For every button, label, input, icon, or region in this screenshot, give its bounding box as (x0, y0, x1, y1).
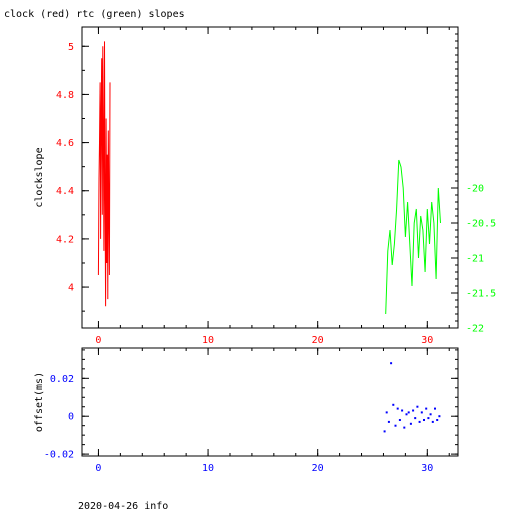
offset-point (438, 415, 441, 418)
page-title: clock (red) rtc (green) slopes (4, 9, 185, 20)
offset-point (403, 426, 406, 429)
rtc-series-line (385, 159, 441, 315)
offset-point (434, 407, 436, 410)
offset-x-tick-label: 30 (421, 463, 433, 474)
slopes-y-axis-label: clockslope (34, 147, 45, 207)
offset-point (385, 411, 388, 414)
slopes-y2-tick-label: -20.5 (466, 219, 496, 230)
offset-point (436, 419, 439, 421)
offset-point (416, 405, 419, 408)
offset-y-tick-label: 0.02 (50, 374, 74, 385)
offset-x-tick-label: 10 (202, 463, 214, 474)
offset-point (387, 420, 390, 423)
offset-point (392, 403, 395, 406)
offset-point (420, 411, 423, 414)
slopes-x-tick-label: 30 (421, 335, 433, 346)
slopes-x-tick-label: 20 (312, 335, 324, 346)
offset-point (412, 409, 415, 412)
offset-point (398, 419, 401, 421)
slopes-y-tick-label: 5 (68, 42, 74, 53)
offset-point (429, 413, 432, 416)
offset-point (407, 411, 410, 414)
slopes-y2-tick-label: -21.5 (466, 289, 496, 300)
slopes-y-tick-label: 4 (68, 283, 74, 294)
offset-point (390, 362, 393, 365)
offset-x-tick-label: 20 (312, 463, 324, 474)
offset-point (396, 407, 399, 410)
offset-point (401, 409, 404, 412)
offset-y-tick-label: -0.02 (44, 450, 74, 461)
slopes-y-tick-label: 4.8 (56, 90, 74, 101)
slopes-x-tick-label: 10 (202, 335, 214, 346)
slopes-y-tick-label: 4.2 (56, 234, 74, 245)
slopes-y2-tick-label: -20 (466, 184, 484, 195)
clock-series-line (97, 41, 111, 307)
offset-point (423, 419, 425, 421)
slopes-y2-tick-label: -21 (466, 254, 484, 265)
slopes-y-tick-label: 4.6 (56, 138, 74, 149)
slopes-x-tick-label: 0 (95, 335, 101, 346)
footer-info: 2020-04-26 info (78, 501, 169, 512)
offset-point (425, 407, 428, 410)
offset-point (405, 413, 408, 416)
offset-point (418, 420, 421, 423)
offset-point (383, 430, 386, 433)
slopes-y2-tick-label: -22 (466, 324, 484, 335)
offset-x-tick-label: 0 (95, 463, 101, 474)
slopes-y-tick-label: 4.4 (56, 186, 74, 197)
offset-point (409, 422, 412, 425)
offset-point (427, 417, 430, 420)
offset-point (414, 417, 417, 420)
offset-point (394, 424, 397, 427)
offset-y-axis-label: offset(ms) (34, 372, 45, 432)
offset-y-tick-label: 0 (68, 412, 74, 423)
offset-plot-frame (81, 347, 459, 457)
slopes-plot-frame (81, 26, 459, 329)
offset-point (431, 420, 434, 423)
